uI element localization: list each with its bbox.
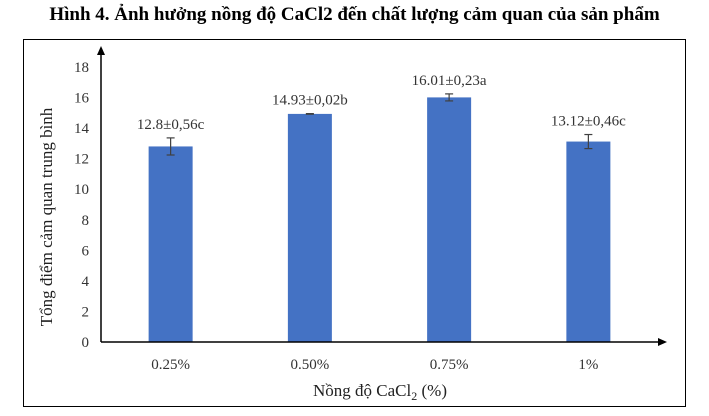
y-tick-label: 12 bbox=[74, 152, 89, 168]
chart-frame bbox=[23, 39, 686, 407]
bar bbox=[148, 146, 193, 342]
y-axis-arrow bbox=[97, 46, 105, 55]
data-labels: 12.8±0,56c 14.93±0,02b 16.01±0,23a 13.12±0,… bbox=[137, 73, 626, 133]
bar bbox=[287, 113, 332, 343]
x-axis-label-suffix: (%) bbox=[417, 381, 447, 400]
data-label: 14.93±0,02b bbox=[272, 93, 348, 109]
data-label: 13.12±0,46c bbox=[551, 114, 626, 130]
y-tick-label: 4 bbox=[82, 274, 90, 290]
x-axis-label: Nồng độ CaCl2 (%) bbox=[313, 381, 447, 403]
y-tick-label: 14 bbox=[74, 121, 90, 137]
x-category-label: 0.50% bbox=[291, 357, 330, 373]
y-axis-ticks: 0 2 4 6 8 10 12 14 16 18 bbox=[74, 60, 90, 351]
y-tick-label: 10 bbox=[74, 182, 89, 198]
y-tick-label: 8 bbox=[82, 213, 90, 229]
x-category-label: 0.25% bbox=[151, 357, 190, 373]
y-axis-label: Tổng điểm cảm quan trung bình bbox=[37, 107, 56, 326]
y-tick-label: 2 bbox=[82, 304, 90, 320]
x-axis-categories: 0.25% 0.50% 0.75% 1% bbox=[151, 357, 598, 373]
bars bbox=[148, 97, 611, 343]
bar bbox=[427, 97, 472, 343]
y-tick-label: 16 bbox=[74, 91, 90, 107]
data-label: 12.8±0,56c bbox=[137, 117, 205, 133]
x-category-label: 0.75% bbox=[430, 357, 469, 373]
error-bars bbox=[166, 93, 593, 156]
data-label: 16.01±0,23a bbox=[412, 73, 487, 89]
y-tick-label: 0 bbox=[82, 335, 90, 351]
y-tick-label: 6 bbox=[82, 243, 90, 259]
x-category-label: 1% bbox=[578, 357, 598, 373]
bar bbox=[566, 141, 611, 342]
x-axis-label-main: Nồng độ CaCl bbox=[313, 381, 412, 400]
x-axis-arrow bbox=[658, 338, 667, 346]
figure-title: Hình 4. Ảnh hưởng nồng độ CaCl2 đến chất… bbox=[49, 4, 660, 25]
y-tick-label: 18 bbox=[74, 60, 89, 76]
x-axis-label-subscript: 2 bbox=[411, 389, 417, 403]
